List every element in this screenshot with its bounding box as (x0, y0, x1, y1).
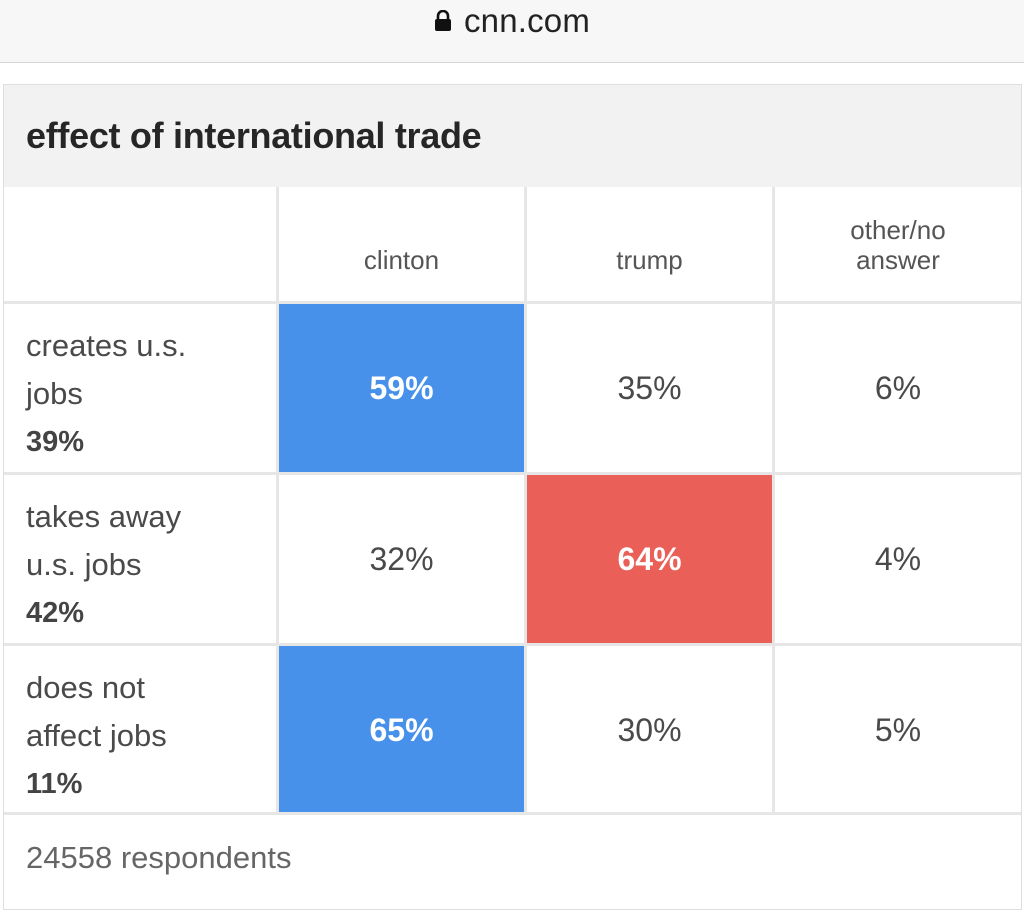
poll-footer: 24558 respondents (4, 812, 1021, 909)
table-cell-r2-clinton: 65% (279, 646, 524, 814)
row-share: 42% (26, 597, 85, 629)
table-cell-r2-other: 5% (775, 646, 1021, 814)
column-header-clinton: clinton (279, 187, 524, 301)
row-label-text: does not affect jobs (26, 670, 167, 753)
column-header-other-label: other/no answer (850, 215, 946, 275)
row-label-does-not-affect: does not affect jobs 11% (4, 646, 276, 814)
lock-icon (434, 9, 452, 32)
table-cell-r0-other: 6% (775, 304, 1021, 472)
table-cell-r1-trump: 64% (527, 475, 772, 643)
table-cell-r1-clinton: 32% (279, 475, 524, 643)
browser-url-bar[interactable]: cnn.com (0, 0, 1024, 63)
poll-header: effect of international trade (4, 85, 1021, 187)
respondent-count: 24558 respondents (26, 840, 292, 875)
url-text: cnn.com (463, 2, 591, 39)
poll-title: effect of international trade (26, 115, 482, 156)
row-label-text: takes away u.s. jobs (26, 499, 182, 582)
table-cell-r0-clinton: 59% (279, 304, 524, 472)
column-header-trump: trump (527, 187, 772, 301)
table-corner (4, 187, 276, 301)
row-label-creates-jobs: creates u.s. jobs 39% (4, 304, 276, 472)
row-share: 39% (26, 426, 85, 458)
table-cell-r2-trump: 30% (527, 646, 772, 814)
poll-table: clinton trump other/no answer creates u.… (4, 187, 1021, 814)
table-cell-r0-trump: 35% (527, 304, 772, 472)
column-header-other: other/no answer (775, 187, 1021, 301)
row-label-text: creates u.s. jobs (26, 328, 187, 411)
row-label-takes-away-jobs: takes away u.s. jobs 42% (4, 475, 276, 643)
poll-card: effect of international trade clinton tr… (3, 84, 1022, 910)
row-share: 11% (26, 768, 83, 800)
table-cell-r1-other: 4% (775, 475, 1021, 643)
